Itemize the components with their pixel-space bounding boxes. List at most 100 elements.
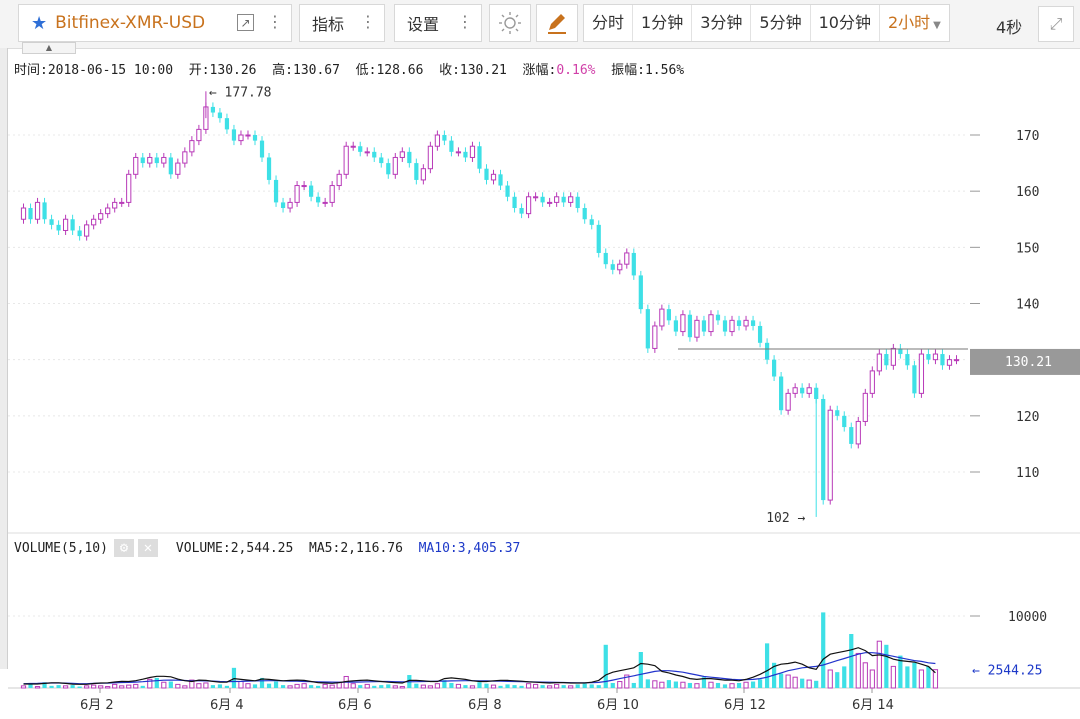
volume-bar bbox=[168, 681, 173, 688]
volume-bar bbox=[484, 683, 489, 688]
period-tab-2[interactable]: 3分钟 bbox=[692, 5, 752, 41]
candle-body bbox=[884, 354, 889, 366]
volume-bar bbox=[673, 681, 678, 688]
volume-bar bbox=[666, 680, 671, 688]
indicator-button[interactable]: 指标 ⋮ bbox=[299, 4, 385, 42]
volume-bar bbox=[890, 665, 896, 689]
candle-body bbox=[238, 134, 244, 142]
candle-body bbox=[399, 151, 405, 158]
candle-body bbox=[512, 196, 517, 209]
refresh-interval[interactable]: 4秒 bbox=[996, 18, 1023, 37]
volume-bar bbox=[309, 685, 314, 688]
period-tab-1[interactable]: 1分钟 bbox=[633, 5, 693, 41]
date-tick-label: 6月 2 bbox=[80, 698, 114, 713]
candle-body bbox=[764, 342, 770, 360]
candle-body bbox=[224, 118, 230, 130]
volume-bar bbox=[554, 683, 560, 689]
volume-bar bbox=[849, 634, 854, 688]
volume-bar bbox=[757, 679, 763, 688]
last-volume-marker: ← 2544.25 bbox=[972, 664, 1042, 679]
volume-bar bbox=[638, 652, 643, 688]
chevron-down-icon: ▼ bbox=[933, 20, 941, 31]
volume-bar bbox=[603, 644, 608, 688]
volume-bar bbox=[386, 684, 391, 688]
period-tab-3[interactable]: 5分钟 bbox=[751, 5, 811, 41]
candle-body bbox=[140, 157, 145, 164]
left-scrollbar[interactable] bbox=[0, 48, 8, 669]
candle-body bbox=[490, 173, 497, 181]
candle-body bbox=[708, 314, 714, 333]
date-tick-label: 6月 4 bbox=[210, 698, 244, 713]
settings-button[interactable]: 设置 ⋮ bbox=[394, 4, 482, 42]
volume-bar bbox=[477, 682, 482, 688]
star-icon[interactable]: ★ bbox=[31, 12, 48, 34]
candle-body bbox=[112, 201, 118, 209]
candle-body bbox=[940, 354, 945, 366]
volume-bar bbox=[84, 685, 90, 689]
current-price-label: 130.21 bbox=[1005, 355, 1052, 370]
settings-more-icon[interactable]: ⋮ bbox=[457, 12, 473, 31]
volume-bar bbox=[645, 679, 650, 688]
volume-bar bbox=[427, 685, 433, 689]
volume-bar bbox=[512, 685, 517, 688]
period-tab-0[interactable]: 分时 bbox=[584, 5, 634, 41]
volume-bar bbox=[154, 677, 159, 688]
volume-bar bbox=[589, 684, 594, 688]
candle-body bbox=[477, 146, 482, 169]
candle-body bbox=[876, 353, 882, 372]
candle-body bbox=[498, 174, 503, 186]
volume-bar bbox=[680, 681, 686, 689]
volume-bar bbox=[918, 669, 925, 689]
candle-body bbox=[869, 370, 875, 394]
volume-bar bbox=[455, 683, 462, 689]
candle-body bbox=[532, 196, 539, 199]
price-tick-label: 160 bbox=[1016, 185, 1039, 200]
gear-icon[interactable]: ⚙ bbox=[113, 539, 134, 557]
candle-body bbox=[427, 145, 433, 170]
candle-body bbox=[392, 156, 398, 175]
candle-body bbox=[701, 320, 707, 332]
ohlc-info: 时间:2018-06-15 10:00 开:130.26 高:130.67 低:… bbox=[14, 63, 685, 78]
more-icon[interactable]: ⋮ bbox=[267, 12, 283, 31]
price-tick-label: 110 bbox=[1016, 466, 1039, 481]
candle-body bbox=[673, 320, 678, 332]
volume-bar bbox=[785, 674, 791, 689]
volume-bar bbox=[34, 686, 41, 689]
volume-bar bbox=[105, 686, 111, 689]
candle-body bbox=[890, 347, 896, 366]
volume-bar bbox=[842, 666, 847, 688]
volume-bar bbox=[56, 685, 61, 688]
candle-body bbox=[779, 376, 784, 411]
volume-bar bbox=[273, 681, 279, 688]
candle-body bbox=[645, 309, 650, 349]
period-tab-5[interactable]: 2小时 ▼ bbox=[887, 13, 941, 32]
candle-body bbox=[449, 140, 454, 152]
candle-body bbox=[98, 213, 104, 220]
volume-bar bbox=[20, 685, 27, 689]
candle-body bbox=[953, 359, 960, 362]
candle-body bbox=[835, 410, 840, 416]
candle-body bbox=[694, 319, 700, 338]
symbol-selector[interactable]: ★ Bitfinex-XMR-USD ↗ ⋮ bbox=[18, 4, 292, 42]
volume-bar bbox=[203, 682, 209, 689]
period-tab-4[interactable]: 10分钟 bbox=[811, 5, 880, 41]
volume-bar bbox=[772, 662, 777, 688]
candle-body bbox=[631, 252, 636, 276]
indicator-more-icon[interactable]: ⋮ bbox=[360, 12, 376, 31]
volume-bar bbox=[715, 682, 721, 688]
close-icon[interactable]: ✕ bbox=[137, 539, 158, 557]
candle-body bbox=[442, 135, 447, 141]
candle-body bbox=[154, 157, 159, 164]
collapse-toggle[interactable]: ▲ bbox=[22, 42, 76, 54]
ohlc-open: 130.26 bbox=[209, 63, 257, 78]
candle-body bbox=[772, 359, 777, 377]
sun-icon bbox=[499, 12, 521, 34]
candle-body bbox=[161, 156, 167, 164]
fullscreen-icon[interactable]: ⤢ bbox=[1038, 6, 1074, 42]
draw-button[interactable] bbox=[536, 4, 578, 42]
candle-body bbox=[386, 163, 391, 175]
candle-body bbox=[203, 106, 209, 130]
external-link-icon[interactable]: ↗ bbox=[237, 14, 254, 31]
theme-button[interactable] bbox=[489, 4, 531, 42]
